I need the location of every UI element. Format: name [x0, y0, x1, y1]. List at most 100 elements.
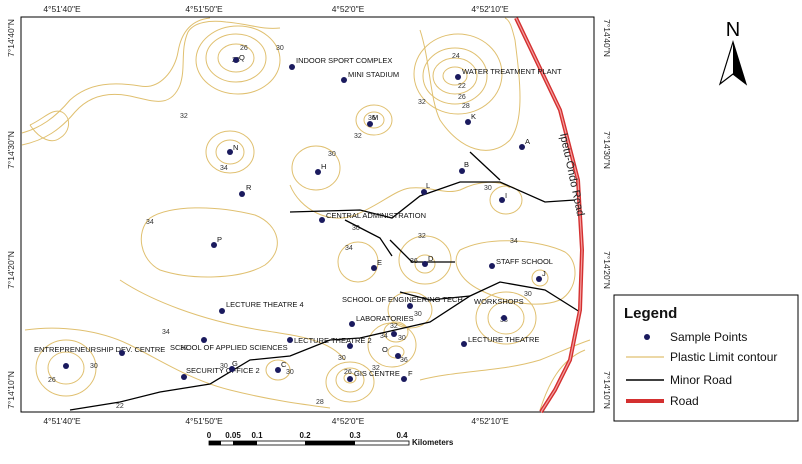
sample-point[interactable] [459, 168, 465, 174]
contour-line [29, 110, 69, 142]
contour-value: 26 [458, 94, 466, 101]
sample-point[interactable] [499, 197, 505, 203]
scale-unit: Kilometers [412, 438, 454, 447]
sample-point[interactable] [349, 321, 355, 327]
sample-point[interactable] [367, 121, 373, 127]
sample-point[interactable] [227, 149, 233, 155]
contour-value: 26 [344, 369, 352, 376]
sample-point[interactable] [239, 191, 245, 197]
contour-line [413, 33, 503, 115]
place-gis-centre: GIS CENTRE [354, 369, 400, 378]
contour-line [422, 47, 488, 105]
sample-point[interactable] [315, 169, 321, 175]
contour-line [343, 372, 357, 384]
contour-line [205, 130, 255, 174]
contour-value: 30 [398, 335, 406, 342]
sample-point[interactable] [407, 303, 413, 309]
contour-line [35, 339, 97, 397]
contour-value: 30 [90, 363, 98, 370]
contour-line [442, 66, 468, 86]
place-school-of-applied-sciences: SCHOOL OF APPLIED SCIENCES [170, 343, 288, 352]
top-coord-4: 4°52'10"E [471, 4, 509, 14]
sample-point[interactable] [119, 350, 125, 356]
contour-value: 30 [524, 291, 532, 298]
sample-point[interactable] [289, 64, 295, 70]
contour-value: 24 [452, 53, 460, 60]
contour-line [140, 207, 278, 278]
sample-point[interactable] [211, 242, 217, 248]
sample-point[interactable] [501, 315, 507, 321]
sample-point[interactable] [233, 57, 239, 63]
sample-point[interactable] [275, 367, 281, 373]
place-central-administration: CENTRAL ADMINISTRATION [326, 211, 426, 220]
sample-point[interactable] [421, 189, 427, 195]
sample-point-label: H [321, 162, 326, 171]
sample-point[interactable] [347, 343, 353, 349]
sample-point-label: A [525, 137, 530, 146]
legend: Legend Sample Points Plastic Limit conto… [613, 294, 799, 422]
sample-point-label: J [542, 269, 546, 278]
north-label: N [726, 19, 740, 41]
sample-point[interactable] [181, 374, 187, 380]
sample-point[interactable] [422, 261, 428, 267]
sample-point[interactable] [219, 308, 225, 314]
left-coord-1: 7°14'40"N [6, 19, 16, 57]
contour-line [414, 254, 436, 274]
ipetu-ondo-road-inner [515, 17, 583, 413]
sample-point[interactable] [536, 276, 542, 282]
sample-point[interactable] [371, 265, 377, 271]
bottom-coord-2: 4°51'50"E [185, 416, 223, 426]
sample-point[interactable] [63, 363, 69, 369]
north-arrow-icon [718, 39, 748, 86]
sample-point[interactable] [401, 376, 407, 382]
sample-point[interactable] [341, 77, 347, 83]
sample-point[interactable] [229, 366, 235, 372]
sample-point[interactable] [395, 353, 401, 359]
right-coord-1: 7°14'40"N [602, 19, 612, 57]
contour-value: 26 [240, 45, 248, 52]
sample-point[interactable] [319, 217, 325, 223]
contour-line [24, 327, 331, 409]
contour-line [205, 33, 267, 83]
contour-line [419, 17, 521, 151]
north-arrow: N [718, 19, 748, 86]
minor-road [344, 219, 393, 257]
contour-line [489, 185, 523, 215]
left-coord-2: 7°14'30"N [6, 131, 16, 169]
place-workshops: WORKSHOPS [474, 297, 524, 306]
top-coord-2: 4°51'50"E [185, 4, 223, 14]
sample-point[interactable] [201, 337, 207, 343]
sample-point[interactable] [347, 376, 353, 382]
sample-point-label: G [232, 359, 238, 368]
sample-point[interactable] [489, 263, 495, 269]
minor-road [289, 181, 576, 219]
place-entrepreneurship-dev-centre: ENTREPRENEURSHIP DEV. CENTRE [34, 345, 165, 354]
contour-value: 26 [48, 377, 56, 384]
sample-point-label: Q [239, 53, 245, 62]
sample-point[interactable] [465, 119, 471, 125]
contour-value: 32 [354, 133, 362, 140]
map-frame [20, 16, 595, 413]
sample-point[interactable] [455, 74, 461, 80]
contour-line [289, 181, 511, 219]
contour-value: 32 [418, 233, 426, 240]
sample-point[interactable] [391, 331, 397, 337]
minor-road [469, 151, 501, 181]
contour-value: 34 [380, 333, 388, 340]
plastic-limit-contours [21, 17, 591, 411]
sample-point[interactable] [461, 341, 467, 347]
sample-point-label: I [505, 191, 507, 200]
right-coord-2: 7°14'30"N [602, 131, 612, 169]
contour-value: 30 [352, 225, 360, 232]
place-school-of-engineering-tech: SCHOOL OF ENGINEERING TECH [342, 295, 463, 304]
sample-point[interactable] [287, 337, 293, 343]
legend-item-sample-points: Sample Points [670, 330, 747, 344]
sample-point[interactable] [519, 144, 525, 150]
contour-value: 34 [162, 329, 170, 336]
minor-road [69, 281, 581, 411]
contour-value: 36 [368, 115, 376, 122]
contour-line [539, 349, 586, 411]
contour-value: 32 [418, 99, 426, 106]
left-coord-3: 7°14'20"N [6, 251, 16, 289]
legend-title: Legend [624, 305, 677, 322]
